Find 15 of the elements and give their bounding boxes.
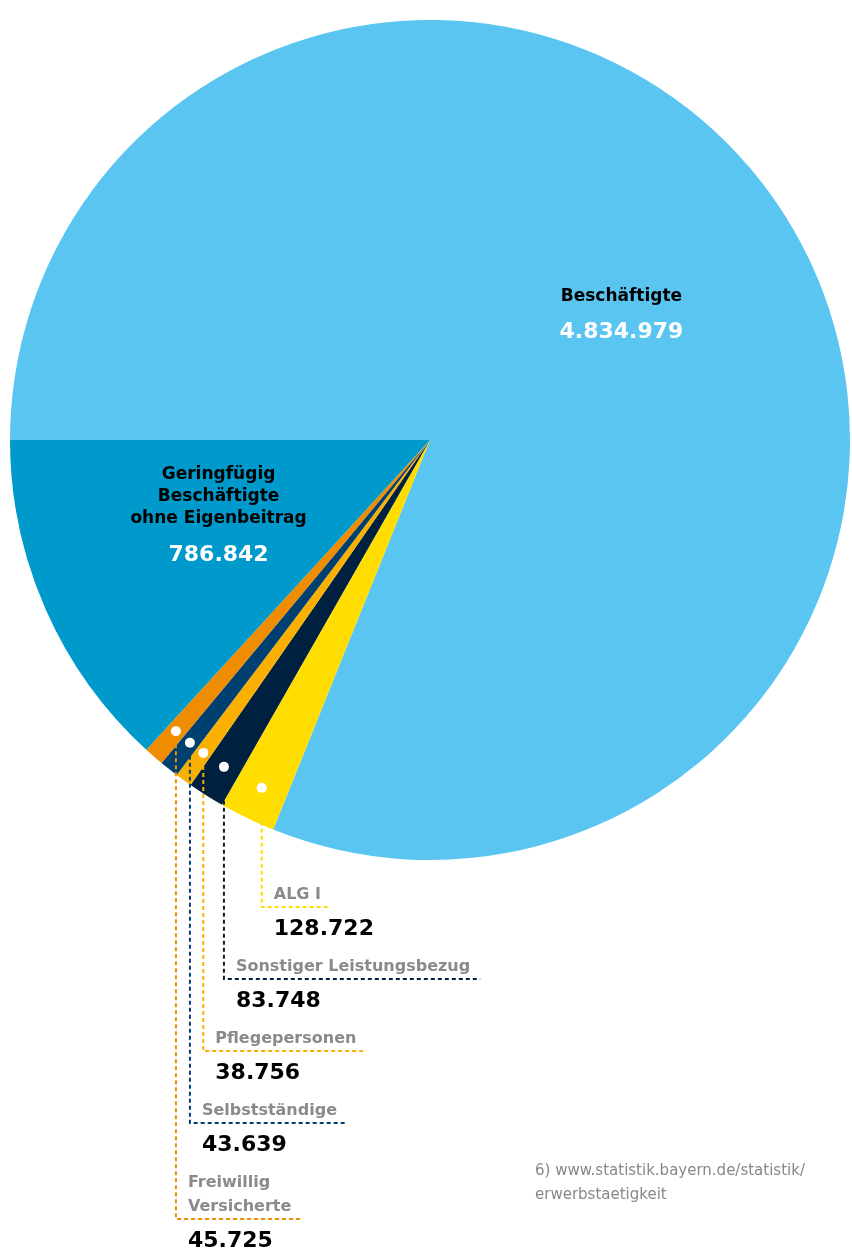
data-label: 45.725: [187, 1226, 273, 1252]
data-label: 786.842: [168, 540, 269, 566]
slice-label: Selbstständige: [201, 1100, 338, 1120]
slice-label: Geringfügig Beschäftigte ohne Eigenbeitrag: [130, 463, 307, 528]
text: 6) www.statistik.bayern.de/statistik/ erwerbstaetigkeit: [535, 1160, 806, 1205]
data-label: 83.748: [235, 986, 321, 1012]
data-label: 38.756: [215, 1058, 301, 1084]
data-label: 4.834.979: [559, 318, 684, 344]
data-label: 128.722: [273, 914, 374, 940]
slice-label: Sonstiger Leistungsbezug: [235, 956, 471, 976]
slice-label: ALG I: [273, 884, 321, 904]
data-label: 43.639: [201, 1130, 287, 1156]
slice-label: Freiwillig Versicherte: [187, 1172, 292, 1216]
slice-label: Beschäftigte: [560, 285, 683, 306]
slice-label: Pflegepersonen: [215, 1028, 357, 1048]
